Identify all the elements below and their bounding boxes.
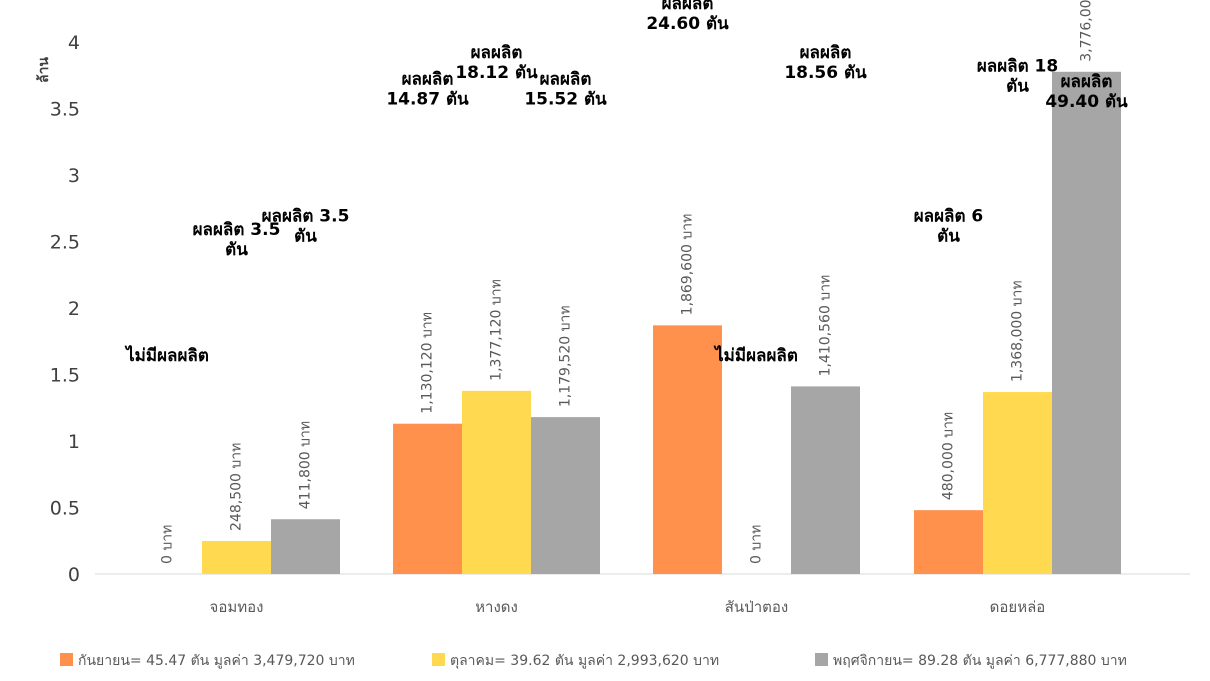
annotation-line: ผลผลิต 3.5	[193, 220, 281, 240]
bar	[462, 390, 531, 574]
bar	[791, 386, 860, 574]
data-label: 1,130,120 บาท	[420, 312, 436, 414]
bar	[983, 392, 1052, 574]
bar	[914, 510, 983, 574]
annotation-line: ตัน	[1006, 76, 1029, 96]
bar	[1052, 71, 1121, 575]
annotation: ไม่มีผลผลิต	[124, 345, 209, 366]
annotation-line: ตัน	[937, 227, 960, 247]
annotation: ผลผลิต 49.40 ตัน	[1045, 72, 1128, 112]
annotation-line: ผลผลิต	[540, 70, 592, 90]
legend-swatch	[60, 653, 73, 666]
data-label: 1,869,600 บาท	[680, 214, 696, 316]
data-label: 3,776,000 บาท	[1079, 0, 1095, 62]
y-tick-label: 3.5	[50, 99, 80, 121]
annotation: ผลผลิต 18.12 ตัน	[455, 43, 538, 83]
bar	[202, 540, 271, 574]
data-label: 248,500 บาท	[229, 443, 245, 531]
annotation-line: ไม่มีผลผลิต	[124, 345, 209, 366]
x-tick-label: หางดง	[475, 598, 518, 616]
data-label: 1,377,120 บาท	[489, 279, 505, 381]
x-tick-label: ดอยหล่อ	[990, 598, 1046, 616]
data-label: 480,000 บาท	[941, 412, 957, 500]
y-tick-label: 0	[68, 564, 80, 586]
annotation-line: ผลผลิต 6	[914, 207, 984, 227]
annotation-line: ผลผลิต 18	[977, 56, 1058, 76]
annotation-line: 14.87 ตัน	[386, 90, 469, 110]
annotation-line: 49.40 ตัน	[1045, 92, 1128, 112]
bar	[653, 325, 722, 574]
x-tick-label: จอมทอง	[210, 598, 264, 616]
y-tick-label: 1	[68, 431, 80, 453]
y-tick-label: 1.5	[50, 365, 80, 387]
bar	[393, 423, 462, 574]
annotation: ผลผลิต 3.5 ตัน	[193, 220, 281, 260]
legend-label: พฤศจิกายน= 89.28 ตัน มูลค่า 6,777,880 บา…	[833, 653, 1127, 669]
annotation-line: ผลผลิต	[662, 0, 714, 14]
data-label: 1,179,520 บาท	[558, 305, 574, 407]
annotation: ผลผลิต 15.52 ตัน	[524, 70, 607, 110]
annotation: ผลผลิต 18 ตัน	[977, 56, 1058, 96]
y-tick-label: 4	[68, 32, 80, 54]
data-label: 0 บาท	[160, 525, 176, 564]
annotation: ผลผลิต 3.5 ตัน	[262, 207, 350, 247]
annotation: ไม่มีผลผลิต	[713, 345, 798, 366]
annotation: ผลผลิต 18.56 ตัน	[784, 43, 867, 83]
y-tick-label: 2.5	[50, 232, 80, 254]
y-axis-label: ล้าน	[36, 57, 52, 83]
data-label: 1,368,000 บาท	[1010, 280, 1026, 382]
annotation-line: 24.60 ตัน	[646, 14, 729, 34]
annotation-line: 18.12 ตัน	[455, 63, 538, 83]
annotation: ผลผลิต 6 ตัน	[914, 207, 984, 247]
annotation-line: 18.56 ตัน	[784, 63, 867, 83]
annotation-line: 15.52 ตัน	[524, 90, 607, 110]
bar	[271, 519, 340, 574]
annotation-line: ผลผลิต 3.5	[262, 207, 350, 227]
data-label: 1,410,560 บาท	[818, 275, 834, 377]
legend-label: กันยายน= 45.47 ตัน มูลค่า 3,479,720 บาท	[78, 653, 355, 669]
y-tick-label: 2	[68, 298, 80, 320]
legend-swatch	[815, 653, 828, 666]
legend-swatch	[432, 653, 445, 666]
annotation-line: ผลผลิต	[800, 43, 852, 63]
annotation-line: ไม่มีผลผลิต	[713, 345, 798, 366]
annotation: ผลผลิต 14.87 ตัน	[386, 70, 469, 110]
y-tick-label: 0.5	[50, 498, 80, 520]
x-tick-label: สันป่าตอง	[725, 598, 788, 616]
data-label: 0 บาท	[749, 525, 765, 564]
annotation-line: ผลผลิต	[471, 43, 523, 63]
annotation: ผลผลิต 24.60 ตัน	[646, 0, 729, 34]
legend-label: ตุลาคม= 39.62 ตัน มูลค่า 2,993,620 บาท	[450, 653, 719, 669]
annotation-line: ตัน	[225, 240, 248, 260]
y-tick-label: 3	[68, 165, 80, 187]
data-label: 411,800 บาท	[298, 421, 314, 509]
annotation-line: ผลผลิต	[1061, 72, 1113, 92]
annotation-line: ตัน	[294, 227, 317, 247]
bar	[531, 417, 600, 574]
annotation-line: ผลผลิต	[402, 70, 454, 90]
